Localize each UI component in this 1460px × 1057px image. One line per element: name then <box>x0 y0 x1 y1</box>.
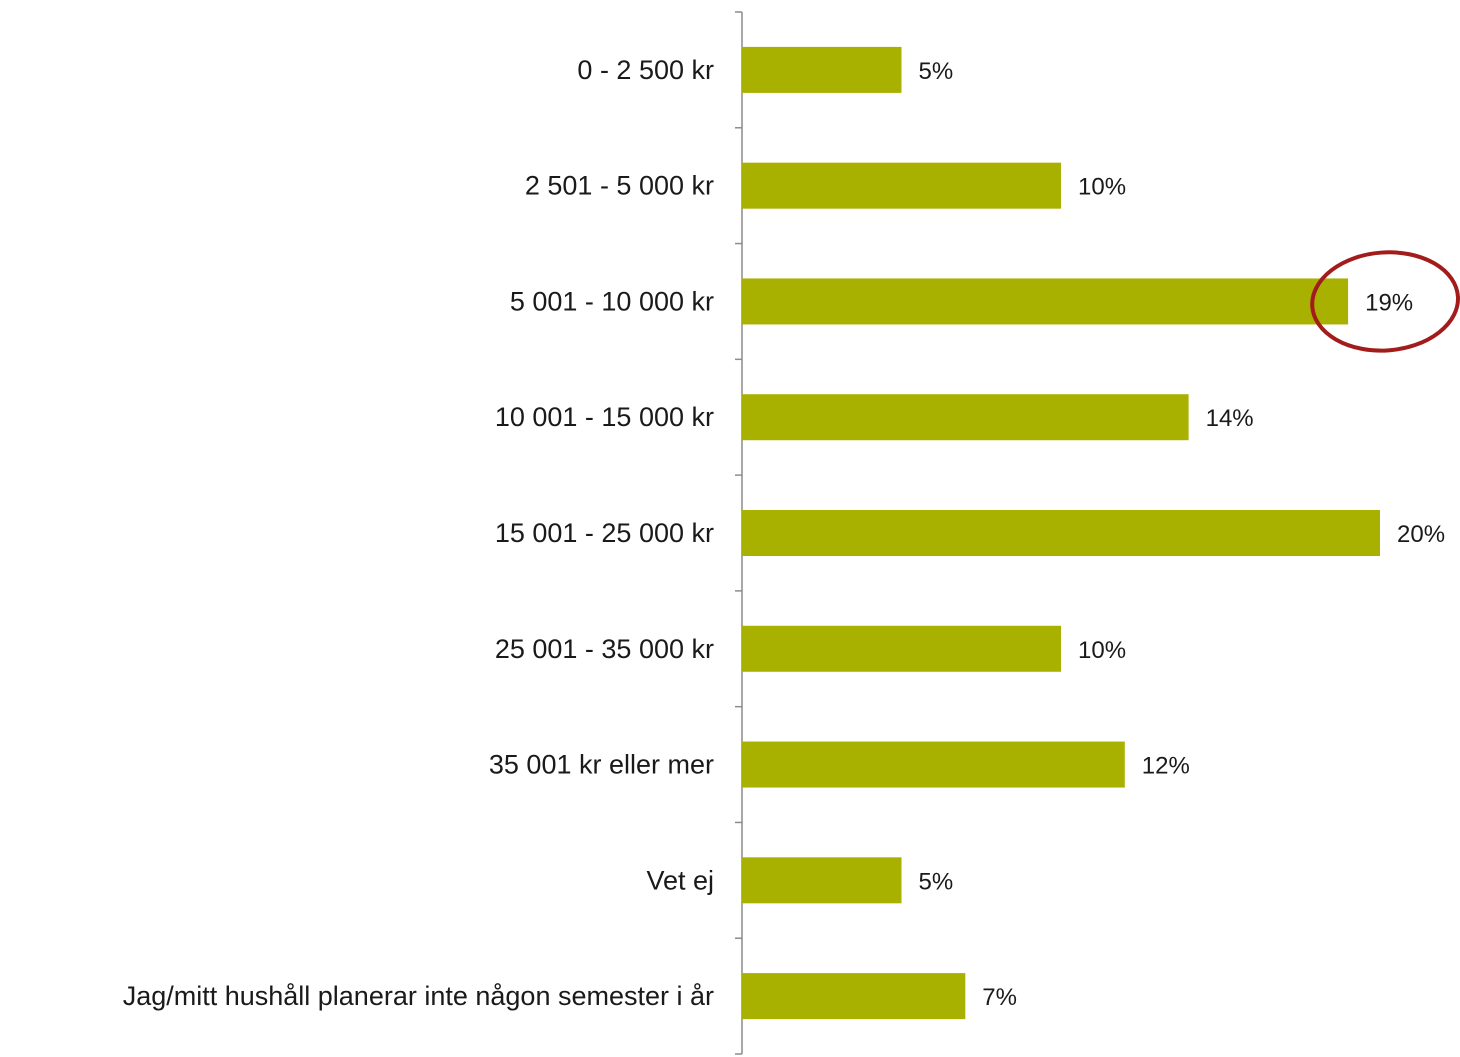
category-label: 15 001 - 25 000 kr <box>495 518 714 548</box>
bar <box>742 394 1189 441</box>
bar <box>742 973 966 1020</box>
bar <box>742 741 1125 788</box>
axis-group <box>735 11 743 1055</box>
category-label: 35 001 kr eller mer <box>489 750 714 780</box>
category-label: 2 501 - 5 000 kr <box>525 171 714 201</box>
data-label: 5% <box>919 868 954 895</box>
data-label: 7% <box>982 984 1017 1011</box>
highlight-group <box>1310 250 1460 353</box>
bar <box>742 510 1380 556</box>
category-label: Jag/mitt hushåll planerar inte någon sem… <box>123 981 714 1011</box>
bar <box>742 162 1061 209</box>
category-label: 25 001 - 35 000 kr <box>495 634 714 664</box>
data-label: 20% <box>1397 521 1445 548</box>
bar <box>742 278 1349 325</box>
data-label: 10% <box>1078 637 1126 664</box>
bar <box>742 625 1061 672</box>
category-label: 0 - 2 500 kr <box>577 55 714 85</box>
bars-group <box>742 46 1380 1020</box>
category-label: Vet ej <box>646 865 714 895</box>
bar <box>742 857 902 904</box>
data-label: 5% <box>919 58 954 85</box>
data-label: 14% <box>1206 405 1254 432</box>
data-label: 10% <box>1078 174 1126 201</box>
category-label: 10 001 - 15 000 kr <box>495 402 714 432</box>
bar <box>742 46 902 93</box>
data-label: 12% <box>1142 753 1190 780</box>
labels-group: 0 - 2 500 kr 5% 2 501 - 5 000 kr 10% 5 001 -… <box>123 55 1445 1011</box>
highlight-circle <box>1310 250 1460 353</box>
category-label: 5 001 - 10 000 kr <box>510 286 714 316</box>
data-label: 19% <box>1365 289 1413 316</box>
